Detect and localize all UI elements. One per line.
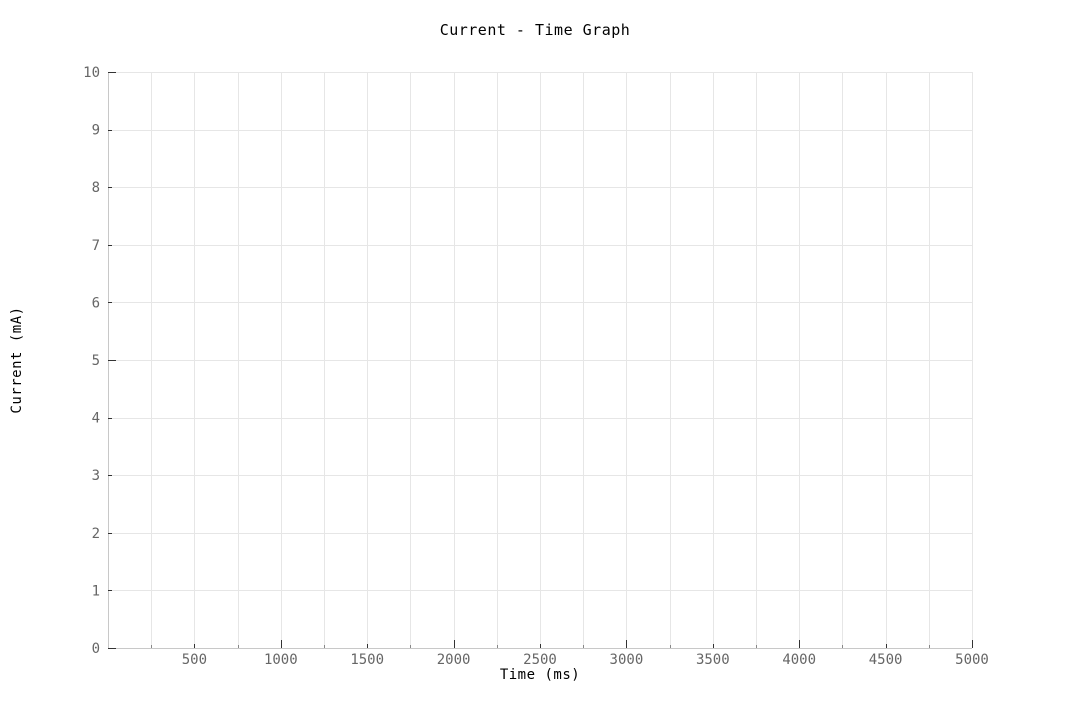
y-tick-label: 1 [92, 583, 100, 599]
y-tick-label: 7 [92, 238, 100, 254]
tick-labels: 0 1 2 3 4 5 6 7 8 9 10 500 1000 1500 2000 2500 3000 3500 4… [83, 65, 989, 668]
y-tick-label: 8 [92, 180, 100, 196]
y-tick-label: 4 [92, 411, 100, 427]
y-tick-label: 5 [92, 353, 100, 369]
axes [108, 72, 973, 649]
chart-title: Current - Time Graph [440, 21, 631, 39]
x-tick-label: 500 [182, 652, 207, 668]
x-tick-label: 4500 [869, 652, 903, 668]
y-tick-label: 0 [92, 641, 100, 657]
x-tick-label: 3500 [696, 652, 730, 668]
x-axis-label: Time (ms) [500, 667, 580, 683]
y-tick-label: 2 [92, 526, 100, 542]
y-axis-label: Current (mA) [9, 306, 25, 413]
x-tick-label: 2000 [437, 652, 471, 668]
y-tick-label: 3 [92, 468, 100, 484]
x-tick-label: 3000 [610, 652, 644, 668]
x-tick-label: 1000 [264, 652, 298, 668]
x-tick-label: 4000 [782, 652, 816, 668]
x-tick-label: 5000 [955, 652, 989, 668]
y-tick-label: 6 [92, 295, 100, 311]
y-tick-label: 9 [92, 123, 100, 139]
grid [108, 72, 973, 648]
x-tick-label: 2500 [523, 652, 557, 668]
x-tick-label: 1500 [350, 652, 384, 668]
y-tick-label: 10 [83, 65, 100, 81]
